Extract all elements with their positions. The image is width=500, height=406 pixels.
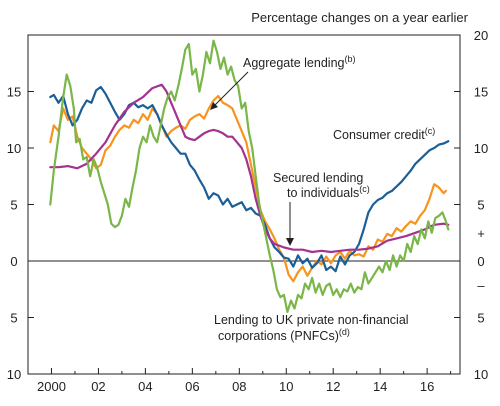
arrowhead-aggregate-lending: [210, 102, 218, 110]
label-consumer-credit: Consumer credit(c): [333, 126, 435, 142]
x-tick-label: 16: [420, 379, 434, 394]
x-tick-label: 02: [91, 379, 105, 394]
y-tick-label-right: 10: [474, 367, 488, 382]
ticks-layer: 2000 02 04 06 08 10 12 14 16 20 15 10 5 0 5 10 15 10 5 0 5 10: [7, 28, 488, 394]
series-line-2: [49, 83, 450, 254]
label-secured-lending: Secured lending: [273, 171, 363, 185]
label-secured-lending-line2: to individuals(c): [287, 184, 370, 200]
y-tick-label-left: 15: [7, 85, 21, 100]
y-tick-label-right: 0: [477, 254, 484, 269]
x-tick-label: 04: [138, 379, 152, 394]
label-pnfc-lending: Lending to UK private non-financial: [214, 313, 409, 327]
y-tick-label-left: 0: [10, 254, 17, 269]
arrowhead-secured-lending: [286, 238, 294, 246]
pointer-aggregate-lending: [211, 71, 249, 109]
x-tick-label: 08: [232, 379, 246, 394]
x-tick-label: 06: [185, 379, 199, 394]
minus-sign-marker: –: [477, 278, 485, 293]
chart-subtitle: Percentage changes on a year earlier: [251, 10, 468, 25]
y-tick-label-left: 5: [10, 198, 17, 213]
series-line-3: [49, 39, 450, 313]
x-tick-label: 12: [326, 379, 340, 394]
plus-sign-marker: +: [477, 226, 485, 241]
y-tick-label-left: 10: [7, 141, 21, 156]
y-tick-label-left: 5: [10, 311, 17, 326]
y-tick-label-left: 10: [7, 367, 21, 382]
label-pnfc-lending-line2: corporations (PNFCs)(d): [218, 327, 350, 343]
y-tick-label-right: 10: [474, 141, 488, 156]
series-line-1: [49, 85, 450, 273]
y-tick-label-right: 15: [474, 85, 488, 100]
y-tick-label-right: 5: [477, 198, 484, 213]
y-tick-label-right: 20: [474, 28, 488, 43]
series-layer: [49, 39, 450, 313]
x-tick-label: 10: [279, 379, 293, 394]
series-line-0: [49, 94, 447, 283]
x-tick-label: 14: [373, 379, 387, 394]
y-tick-label-right: 5: [477, 311, 484, 326]
label-aggregate-lending: Aggregate lending(b): [243, 54, 355, 70]
x-tick-label: 2000: [37, 379, 66, 394]
